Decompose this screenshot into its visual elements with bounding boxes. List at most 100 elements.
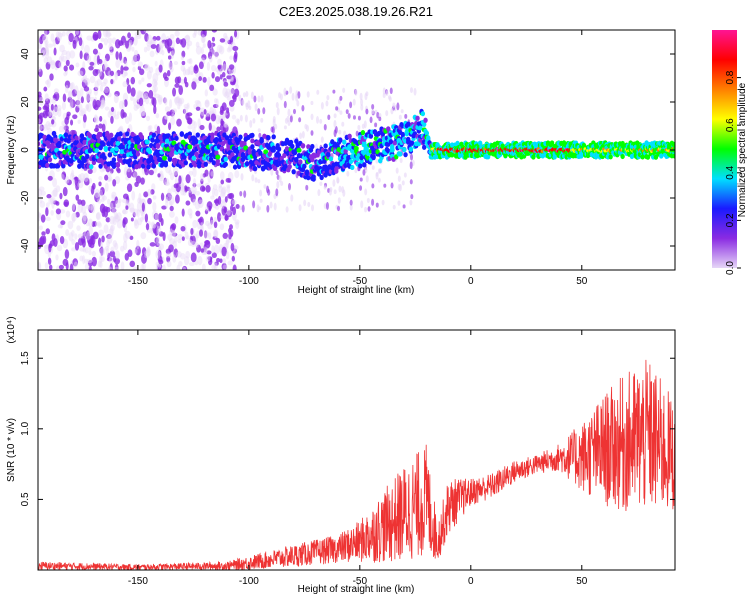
heatmap-cell <box>299 132 303 140</box>
heatmap-cell <box>167 188 172 198</box>
heatmap-cell <box>38 212 42 219</box>
heatmap-cell <box>222 87 228 97</box>
heatmap-cell <box>397 200 401 206</box>
heatmap-cell <box>319 118 323 124</box>
heatmap-cell <box>222 77 227 84</box>
heatmap-cell <box>75 30 80 35</box>
heatmap-cell <box>100 246 104 256</box>
heatmap-cell <box>311 176 316 182</box>
heatmap-cell <box>43 244 50 249</box>
heatmap-cell <box>333 189 337 195</box>
heatmap-cell <box>187 124 193 130</box>
heatmap-cell <box>185 200 191 206</box>
heatmap-cell <box>116 69 121 77</box>
heatmap-cell <box>371 103 375 110</box>
heatmap-cell <box>50 61 56 66</box>
heatmap-cell <box>79 50 83 60</box>
heatmap-cell <box>68 32 74 43</box>
heatmap-cell <box>71 203 77 213</box>
heatmap-cell <box>147 197 152 205</box>
heatmap-cell <box>201 186 206 192</box>
heatmap-cell <box>110 246 115 253</box>
heatmap-cell <box>103 64 108 71</box>
heatmap-cell <box>94 188 100 199</box>
heatmap-cell <box>122 92 128 102</box>
heatmap-cell <box>192 77 198 82</box>
heatmap-cell <box>245 90 249 98</box>
colorbar-tick-label: 0.6 <box>725 118 736 132</box>
heatmap-cell <box>71 238 76 246</box>
heatmap-cell <box>141 111 147 116</box>
heatmap-cell <box>94 148 99 154</box>
x-tick-label: -100 <box>239 576 259 587</box>
heatmap-cell <box>310 100 314 106</box>
heatmap-cell <box>45 202 50 208</box>
heatmap-cell <box>168 195 175 206</box>
heatmap-cell <box>214 50 219 59</box>
heatmap-cell <box>85 92 91 102</box>
heatmap-cell <box>114 72 118 81</box>
heatmap-cell <box>92 48 98 55</box>
heatmap-cell <box>82 74 88 79</box>
heatmap-cell <box>352 115 356 120</box>
heatmap-cell <box>140 232 147 240</box>
heatmap-cell <box>156 43 161 53</box>
heatmap-cell <box>214 76 221 83</box>
heatmap-cell <box>118 100 124 110</box>
heatmap-cell <box>192 32 197 39</box>
heatmap-cell <box>163 97 167 104</box>
heatmap-cell <box>381 199 385 206</box>
heatmap-cell <box>182 266 187 270</box>
heatmap-cell <box>341 121 345 127</box>
heatmap-cell <box>38 106 42 111</box>
heatmap-cell <box>239 190 243 197</box>
heatmap-cell <box>77 180 84 189</box>
heatmap-cell <box>377 168 381 174</box>
heatmap-cell <box>365 108 369 115</box>
heatmap-cell <box>177 104 181 110</box>
heatmap-cell <box>195 210 201 217</box>
heatmap-cell <box>306 144 311 150</box>
heatmap-cell <box>158 259 164 265</box>
heatmap-cell <box>213 262 218 270</box>
heatmap-cell <box>250 144 255 150</box>
heatmap-cell <box>74 176 78 187</box>
heatmap-cell <box>182 108 187 114</box>
x-tick-label: 50 <box>576 276 588 287</box>
heatmap-cell <box>158 243 165 251</box>
heatmap-cell <box>222 60 227 71</box>
heatmap-cell <box>216 257 221 263</box>
heatmap-cell <box>296 147 302 153</box>
heatmap-cell <box>145 115 151 122</box>
heatmap-cell <box>76 98 81 108</box>
heatmap-cell <box>97 260 102 268</box>
heatmap-cell <box>263 149 269 155</box>
heatmap-cell <box>50 59 56 70</box>
heatmap-cell <box>230 80 236 86</box>
heatmap-cell <box>86 35 93 41</box>
heatmap-cell <box>186 58 192 64</box>
heatmap-cell <box>48 197 55 205</box>
heatmap-cell <box>88 185 92 191</box>
heatmap-cell <box>263 184 267 189</box>
heatmap-cell <box>297 91 301 99</box>
heatmap-cell <box>193 30 198 36</box>
heatmap-cell <box>79 247 85 252</box>
heatmap-cell <box>388 95 392 100</box>
heatmap-cell <box>60 53 64 62</box>
heatmap-cell <box>276 181 280 189</box>
heatmap-cell <box>315 115 319 124</box>
heatmap-cell <box>124 199 131 206</box>
heatmap-cell <box>166 260 172 268</box>
heatmap-cell <box>72 39 77 49</box>
heatmap-cell <box>61 171 67 180</box>
heatmap-cell <box>389 147 395 153</box>
heatmap-cell <box>399 158 403 164</box>
heatmap-cell <box>186 42 190 50</box>
heatmap-cell <box>164 115 169 120</box>
heatmap-cell <box>133 219 139 229</box>
heatmap-cell <box>156 35 161 41</box>
heatmap-cell <box>360 104 364 111</box>
heatmap-cell <box>59 192 63 200</box>
heatmap-cell <box>152 222 157 229</box>
